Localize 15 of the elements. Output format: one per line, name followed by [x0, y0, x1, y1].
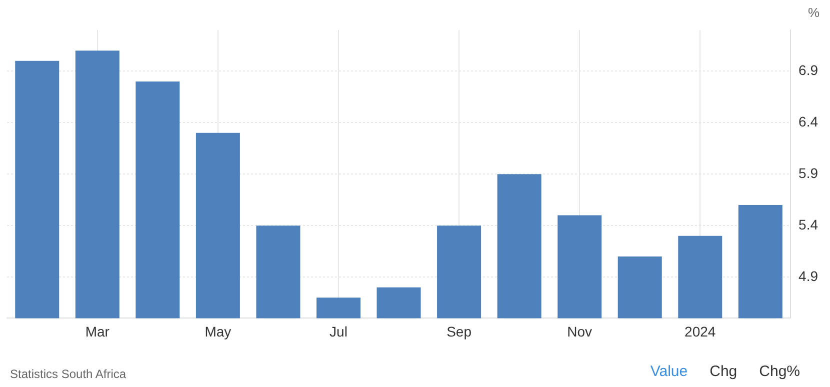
- y-tick-label: 4.9: [798, 268, 818, 284]
- view-tab[interactable]: Chg: [710, 363, 738, 380]
- x-tick-label: Jul: [330, 323, 348, 340]
- y-tick-label: 5.4: [798, 216, 818, 232]
- y-tick-label: 6.9: [798, 62, 818, 78]
- y-tick-label: 6.4: [798, 113, 818, 130]
- view-tab[interactable]: Chg%: [759, 363, 800, 380]
- x-tick-label: 2024: [684, 323, 716, 340]
- x-tick-label: Sep: [446, 323, 472, 340]
- x-tick-label: Nov: [567, 323, 592, 340]
- y-tick-label: 5.9: [798, 164, 818, 181]
- y-axis-title: %: [808, 5, 820, 20]
- text: Statistics South Africa: [10, 367, 126, 381]
- x-tick-label: May: [204, 323, 232, 340]
- x-tick-label: Mar: [85, 323, 110, 340]
